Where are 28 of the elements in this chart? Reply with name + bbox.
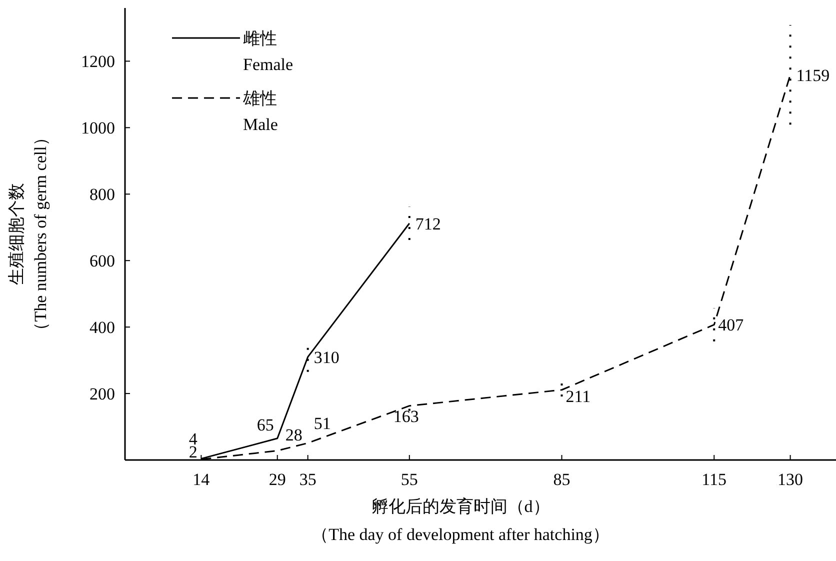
y-tick-label: 600 [90, 252, 115, 271]
y-tick-label: 200 [90, 384, 115, 404]
y-axis-title: 生殖细胞个数 [7, 183, 26, 285]
data-label: 163 [393, 406, 419, 426]
x-tick-label: 35 [299, 470, 316, 489]
data-label: 310 [314, 348, 340, 367]
legend-label: 雄性 Male [242, 89, 278, 134]
legend-label: 雌性 Female [243, 29, 294, 74]
data-label: 211 [566, 386, 591, 406]
x-tick-label: 85 [553, 470, 570, 489]
x-tick-label: 115 [702, 470, 727, 489]
x-tick-label: 14 [192, 470, 210, 489]
data-label: 28 [285, 426, 302, 445]
y-tick-label: 1000 [81, 118, 115, 138]
x-tick-label: 55 [400, 470, 418, 489]
y-tick-label: 1200 [81, 52, 115, 72]
data-label: 51 [314, 414, 331, 434]
data-label: 712 [415, 214, 441, 234]
y-tick-label: 400 [90, 318, 115, 338]
data-label: 1159 [796, 66, 830, 85]
data-label: 407 [718, 316, 744, 335]
y-tick-label: 800 [90, 185, 115, 204]
x-tick-label: 29 [268, 470, 286, 489]
text: （The day of development after hatching） [312, 525, 610, 544]
text: （The numbers of germ cell） [31, 129, 50, 339]
x-tick-label: 130 [778, 470, 804, 489]
x-axis-title: 孵化后的发育时间（d） [371, 497, 550, 516]
data-label: 65 [256, 415, 274, 434]
